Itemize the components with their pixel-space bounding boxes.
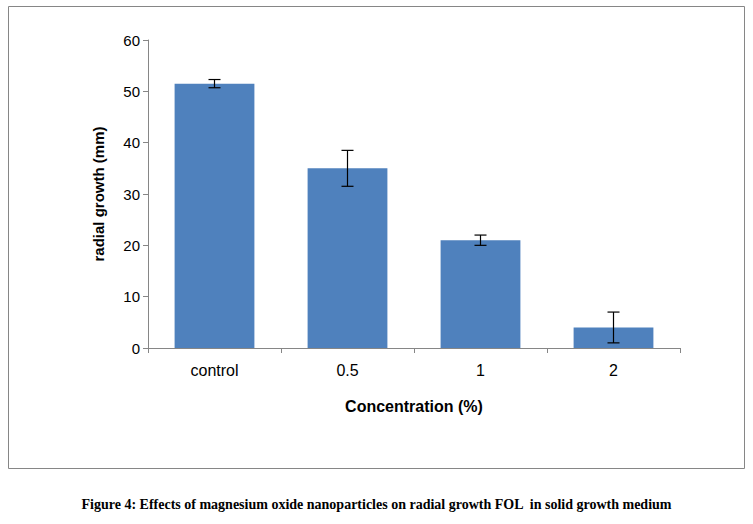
svg-text:60: 60 [123,32,140,49]
svg-text:0: 0 [132,340,140,357]
svg-text:1: 1 [476,362,485,379]
svg-text:50: 50 [123,83,140,100]
svg-text:Concentration (%): Concentration (%) [345,398,483,415]
svg-text:control: control [190,362,238,379]
svg-text:Figure 4: Effects of magnesium: Figure 4: Effects of magnesium oxide nan… [82,497,672,512]
svg-text:2: 2 [609,362,618,379]
svg-text:radial growth (mm): radial growth (mm) [90,126,107,261]
svg-text:40: 40 [123,134,140,151]
svg-text:0.5: 0.5 [336,362,358,379]
svg-text:20: 20 [123,237,140,254]
svg-text:30: 30 [123,186,140,203]
svg-text:10: 10 [123,288,140,305]
